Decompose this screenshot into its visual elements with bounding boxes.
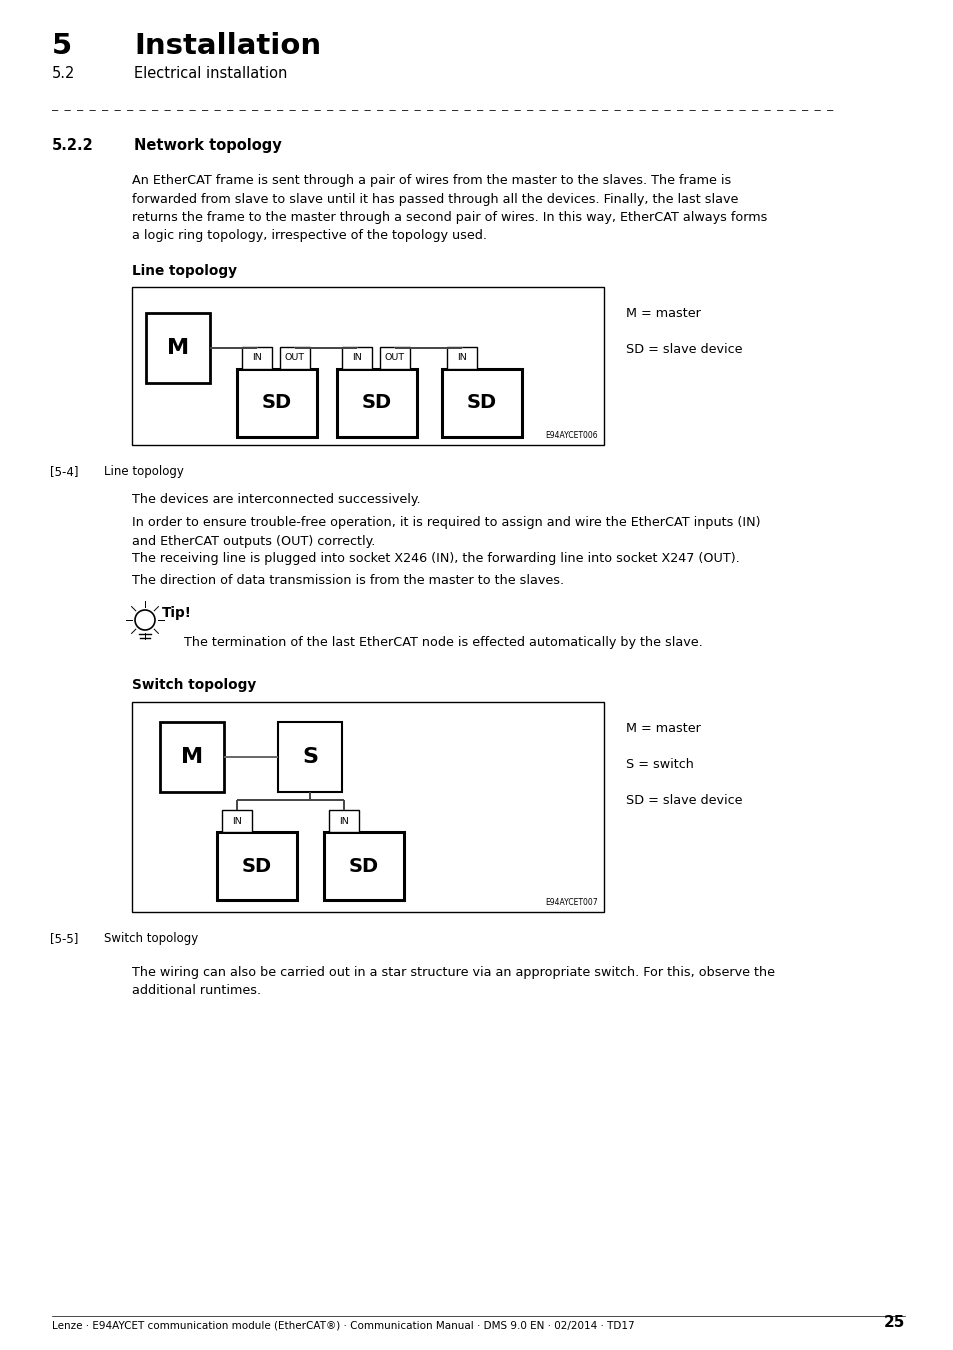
Text: E94AYCET006: E94AYCET006 <box>545 431 598 440</box>
Text: Switch topology: Switch topology <box>132 678 256 693</box>
Bar <box>160 722 224 792</box>
Text: 25: 25 <box>882 1315 904 1330</box>
Text: Switch topology: Switch topology <box>104 931 198 945</box>
Text: The wiring can also be carried out in a star structure via an appropriate switch: The wiring can also be carried out in a … <box>132 967 774 998</box>
Text: SD = slave device: SD = slave device <box>625 343 741 356</box>
Text: IN: IN <box>338 817 349 825</box>
Text: 5.2.2: 5.2.2 <box>52 138 93 153</box>
Bar <box>216 832 296 900</box>
Text: IN: IN <box>456 354 466 363</box>
Text: M = master: M = master <box>625 722 700 734</box>
Text: The direction of data transmission is from the master to the slaves.: The direction of data transmission is fr… <box>132 574 563 587</box>
Bar <box>236 369 316 437</box>
Text: M: M <box>167 338 189 358</box>
Text: SD: SD <box>262 393 292 413</box>
Text: 5.2: 5.2 <box>52 66 75 81</box>
Bar <box>441 369 521 437</box>
Text: Electrical installation: Electrical installation <box>133 66 287 81</box>
Text: M = master: M = master <box>625 306 700 320</box>
Text: 5: 5 <box>52 32 72 59</box>
Text: [5-5]: [5-5] <box>50 931 78 945</box>
Text: Tip!: Tip! <box>162 606 192 620</box>
Bar <box>242 347 272 369</box>
Text: [5-4]: [5-4] <box>50 464 78 478</box>
Text: SD: SD <box>242 856 272 876</box>
Bar <box>329 810 358 832</box>
Text: An EtherCAT frame is sent through a pair of wires from the master to the slaves.: An EtherCAT frame is sent through a pair… <box>132 174 766 243</box>
Text: Line topology: Line topology <box>104 464 184 478</box>
Text: S: S <box>302 747 317 767</box>
Bar <box>132 702 603 913</box>
Text: Installation: Installation <box>133 32 321 59</box>
Text: SD = slave device: SD = slave device <box>625 794 741 807</box>
Text: M: M <box>181 747 203 767</box>
Bar <box>341 347 372 369</box>
Bar <box>277 722 341 792</box>
Text: _ _ _ _ _ _ _ _ _ _ _ _ _ _ _ _ _ _ _ _ _ _ _ _ _ _ _ _ _ _ _ _ _ _ _ _ _ _ _ _ : _ _ _ _ _ _ _ _ _ _ _ _ _ _ _ _ _ _ _ _ … <box>52 100 839 109</box>
Text: Lenze · E94AYCET communication module (EtherCAT®) · Communication Manual · DMS 9: Lenze · E94AYCET communication module (E… <box>52 1320 634 1330</box>
Text: IN: IN <box>352 354 361 363</box>
Text: E94AYCET007: E94AYCET007 <box>545 898 598 907</box>
Text: OUT: OUT <box>384 354 405 363</box>
Text: The devices are interconnected successively.: The devices are interconnected successiv… <box>132 493 420 506</box>
Text: S = switch: S = switch <box>625 757 693 771</box>
Text: SD: SD <box>466 393 497 413</box>
Bar <box>324 832 403 900</box>
Bar <box>447 347 476 369</box>
Text: The receiving line is plugged into socket X246 (IN), the forwarding line into so: The receiving line is plugged into socke… <box>132 552 739 566</box>
Text: The termination of the last EtherCAT node is effected automatically by the slave: The termination of the last EtherCAT nod… <box>184 636 702 649</box>
Text: IN: IN <box>252 354 262 363</box>
Text: OUT: OUT <box>285 354 305 363</box>
Text: Line topology: Line topology <box>132 265 236 278</box>
Bar <box>222 810 252 832</box>
Text: In order to ensure trouble-free operation, it is required to assign and wire the: In order to ensure trouble-free operatio… <box>132 516 760 548</box>
Bar <box>146 313 210 383</box>
Bar <box>280 347 310 369</box>
Bar <box>379 347 410 369</box>
Text: SD: SD <box>361 393 392 413</box>
Text: SD: SD <box>349 856 378 876</box>
Bar <box>132 288 603 446</box>
Text: Network topology: Network topology <box>133 138 281 153</box>
Text: IN: IN <box>232 817 242 825</box>
Bar <box>336 369 416 437</box>
